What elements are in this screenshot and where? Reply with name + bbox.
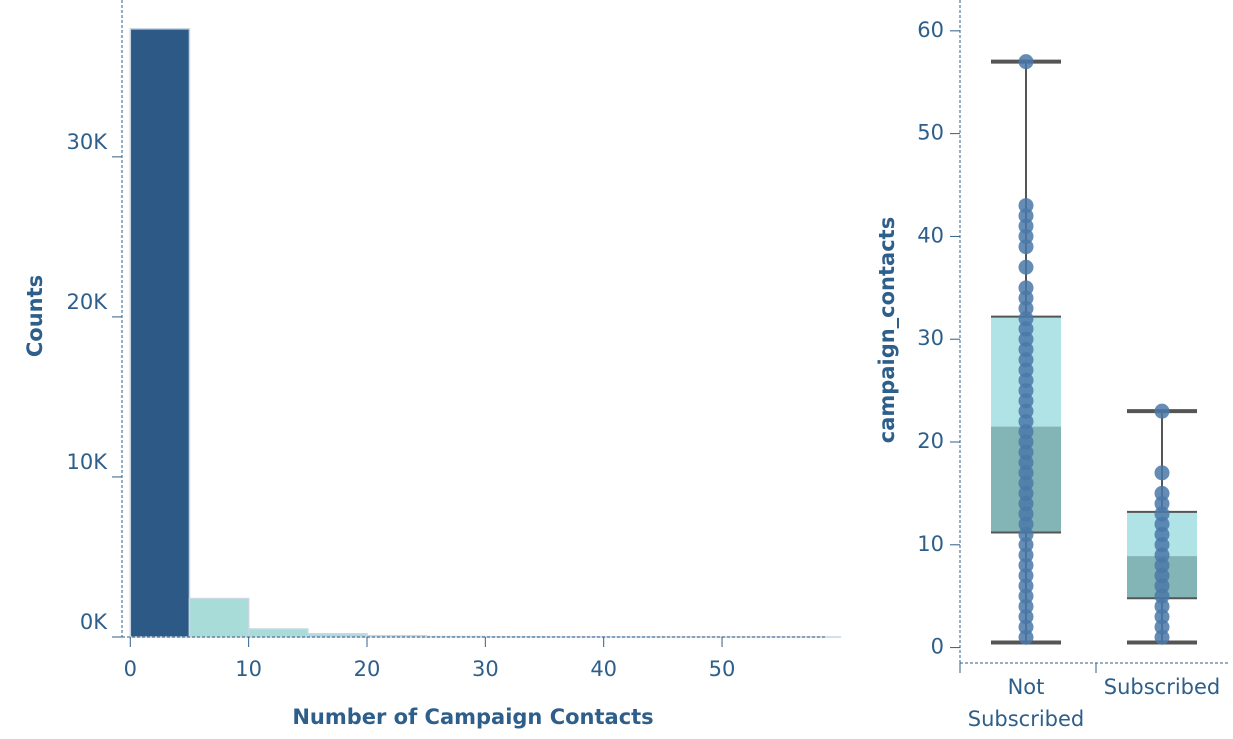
histogram-x-tick-label: 50: [709, 657, 736, 681]
box-plot-point: [1154, 465, 1170, 481]
box-plot-point: [1154, 496, 1170, 512]
box-plot-chart: 0 10 20 30 40 50 60 Not Subscribed Subscribed ca…: [875, 0, 1230, 731]
box-plot-group: [1127, 403, 1197, 645]
box-plot-point: [1018, 362, 1034, 378]
box-plot-point: [1018, 280, 1034, 296]
box-plot-point: [1018, 239, 1034, 255]
box-plot-point: [1018, 547, 1034, 563]
box-plot-point: [1018, 413, 1034, 429]
histogram-x-tick-label: 30: [472, 657, 499, 681]
box-plot-point: [1154, 506, 1170, 522]
box-plot-point: [1018, 598, 1034, 614]
histogram-x-tick-label: 10: [235, 657, 262, 681]
box-plot-point: [1018, 506, 1034, 522]
box-plot-point: [1018, 568, 1034, 584]
histogram-x-tick-label: 0: [124, 657, 137, 681]
box-plot-point: [1018, 475, 1034, 491]
box-plot-point: [1018, 496, 1034, 512]
box-plot-point: [1018, 455, 1034, 471]
box-plot-point: [1154, 527, 1170, 543]
box-plot-point: [1154, 485, 1170, 501]
box-plot-point: [1154, 557, 1170, 573]
box-plot-point: [1154, 629, 1170, 645]
box-plot-y-axis-title: campaign_contacts: [875, 217, 899, 443]
histogram-chart: 0 10 20 30 40 50 0K 10K 20K 30K Number of Campai…: [23, 0, 842, 729]
box-plot-point: [1154, 537, 1170, 553]
box-plot-point: [1018, 588, 1034, 604]
histogram-y-tick-label: 0K: [80, 610, 108, 634]
box-plot-point: [1018, 383, 1034, 399]
box-plot-point: [1018, 259, 1034, 275]
box-plot-point: [1018, 321, 1034, 337]
box-plot-point: [1018, 516, 1034, 532]
box-plot-point: [1018, 557, 1034, 573]
box-plot-point: [1018, 198, 1034, 214]
box-plot-point: [1018, 352, 1034, 368]
box-plot-y-tick-label: 40: [917, 223, 944, 247]
box-plot-point: [1018, 228, 1034, 244]
histogram-x-tick-label: 20: [354, 657, 381, 681]
box-plot-point: [1018, 218, 1034, 234]
histogram-y-tick-label: 30K: [67, 130, 109, 154]
box-plot-point: [1018, 619, 1034, 635]
box-plot-point: [1154, 568, 1170, 584]
box-plot-point: [1154, 588, 1170, 604]
histogram-x-tick-label: 40: [590, 657, 617, 681]
box-plot-group: [991, 54, 1061, 645]
box-plot-point: [1154, 619, 1170, 635]
box-plot-point: [1018, 372, 1034, 388]
box-plot-point: [1018, 578, 1034, 594]
histogram-y-tick-label: 10K: [67, 450, 109, 474]
histogram-y-ticks: 0K 10K 20K 30K: [67, 130, 122, 638]
box-plot-point: [1154, 609, 1170, 625]
box-plot-point: [1018, 537, 1034, 553]
box-plot-point: [1154, 547, 1170, 563]
box-plot-point: [1018, 403, 1034, 419]
box-plot-point: [1018, 331, 1034, 347]
box-plot-y-tick-label: 10: [917, 532, 944, 556]
box-plot-groups: [991, 54, 1197, 645]
histogram-bar: [247, 628, 309, 638]
box-plot-point: [1018, 393, 1034, 409]
box-plot-point: [1154, 516, 1170, 532]
box-plot-point: [1018, 290, 1034, 306]
box-plot-point: [1018, 424, 1034, 440]
histogram-bar: [188, 597, 250, 638]
box-plot-point: [1018, 300, 1034, 316]
histogram-y-axis-title: Counts: [23, 275, 47, 357]
box-plot-point: [1154, 578, 1170, 594]
box-plot-x-ticks: Not Subscribed Subscribed: [959, 663, 1221, 731]
box-plot-point: [1154, 403, 1170, 419]
box-plot-point: [1018, 527, 1034, 543]
box-plot-point: [1018, 465, 1034, 481]
histogram-bars: [129, 28, 842, 638]
box-plot-x-tick-label: Not: [1008, 675, 1045, 699]
box-plot-point: [1154, 598, 1170, 614]
box-plot-point: [1018, 54, 1034, 70]
box-plot-y-tick-label: 60: [917, 18, 944, 42]
histogram-bar: [129, 28, 191, 638]
box-plot-point: [1018, 311, 1034, 327]
box-plot-point: [1018, 485, 1034, 501]
box-plot-x-tick-label: Subscribed: [968, 707, 1085, 731]
box-plot-y-tick-label: 50: [917, 121, 944, 145]
histogram-y-tick-label: 20K: [67, 290, 109, 314]
box-plot-y-ticks: 0 10 20 30 40 50 60: [917, 18, 960, 659]
box-plot-point: [1018, 208, 1034, 224]
histogram-x-axis-title: Number of Campaign Contacts: [292, 705, 653, 729]
box-plot-y-tick-label: 20: [917, 429, 944, 453]
box-plot-point: [1018, 444, 1034, 460]
box-plot-point: [1018, 434, 1034, 450]
histogram-x-ticks: 0 10 20 30 40 50: [124, 637, 736, 681]
box-plot-point: [1018, 629, 1034, 645]
box-plot-point: [1018, 341, 1034, 357]
box-plot-y-tick-label: 30: [917, 326, 944, 350]
box-plot-x-tick-label: Subscribed: [1104, 675, 1221, 699]
box-plot-y-tick-label: 0: [931, 635, 944, 659]
box-plot-point: [1018, 609, 1034, 625]
